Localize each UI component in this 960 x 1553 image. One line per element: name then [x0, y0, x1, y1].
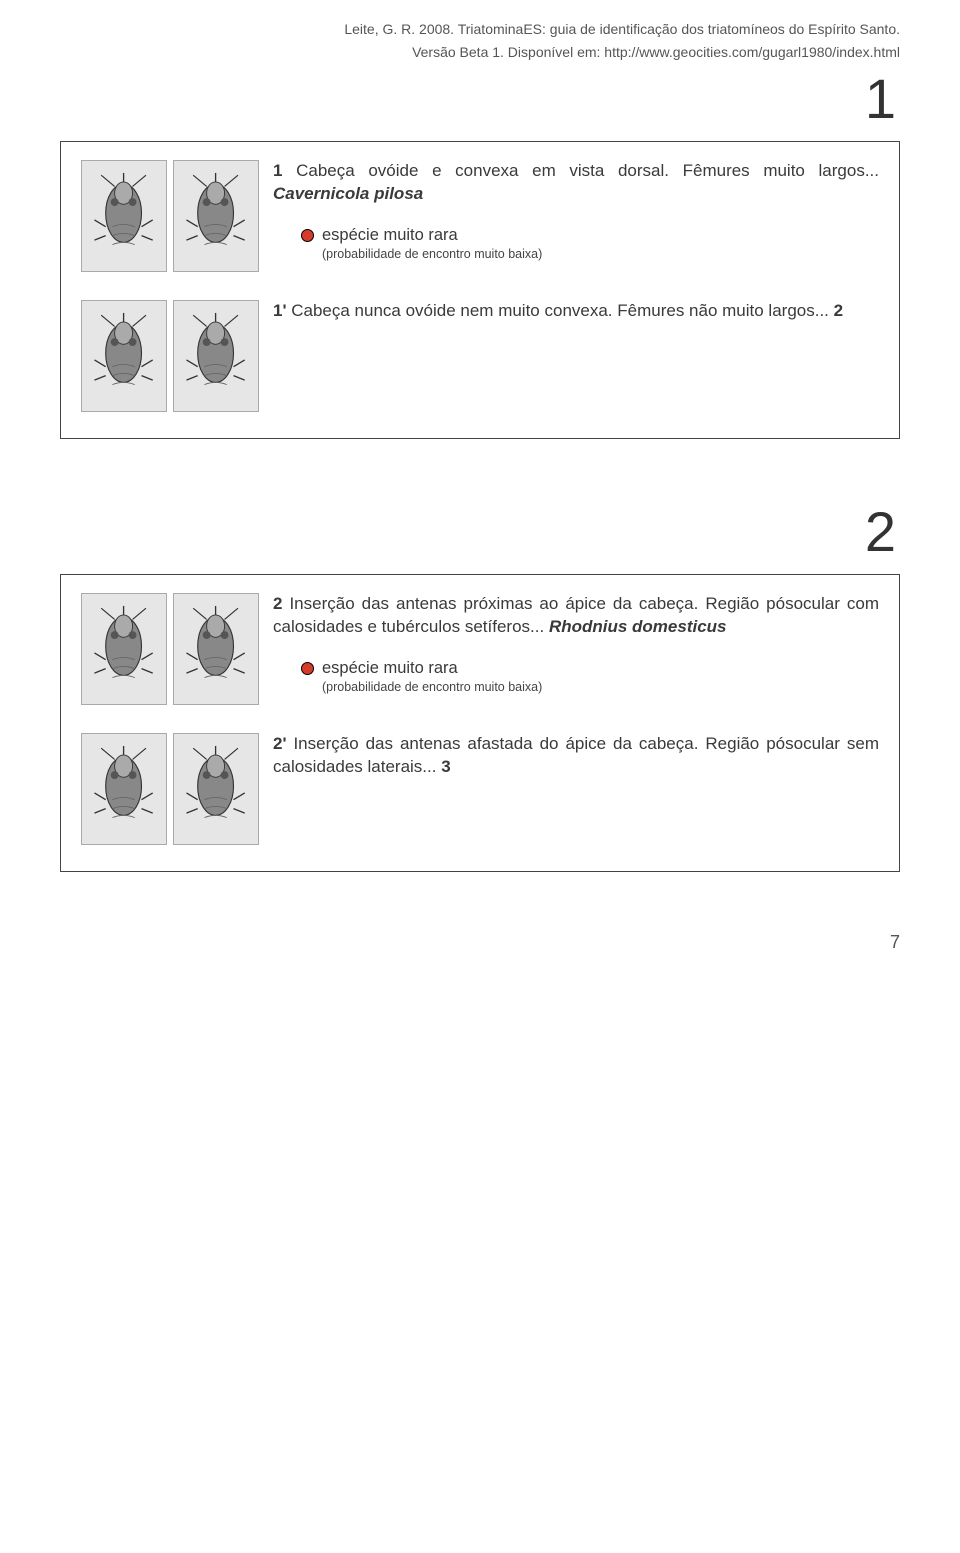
key-entry: 2 Inserção das antenas próximas ao ápice…	[81, 593, 879, 705]
entry-text: 1 Cabeça ovóide e convexa em vista dorsa…	[273, 160, 879, 263]
rarity-label: espécie muito rara	[322, 657, 458, 679]
rarity-sub: (probabilidade de encontro muito baixa)	[322, 246, 879, 263]
figure-pair	[81, 300, 259, 412]
citation-line2: Versão Beta 1. Disponível em: http://www…	[60, 43, 900, 62]
rarity-line: espécie muito rara	[301, 224, 879, 246]
key-entry: 2' Inserção das antenas afastada do ápic…	[81, 733, 879, 845]
insect-figure	[81, 733, 167, 845]
rarity-dot-icon	[301, 229, 314, 242]
entry-text: 1' Cabeça nunca ovóide nem muito convexa…	[273, 300, 879, 323]
insect-figure	[81, 300, 167, 412]
section-number: 2	[60, 499, 900, 564]
insect-figure	[173, 300, 259, 412]
key-entry: 1 Cabeça ovóide e convexa em vista dorsa…	[81, 160, 879, 272]
page-number: 7	[60, 932, 900, 953]
figure-pair	[81, 160, 259, 272]
insect-figure	[173, 160, 259, 272]
insect-figure	[173, 733, 259, 845]
insect-figure	[173, 593, 259, 705]
figure-pair	[81, 593, 259, 705]
entry-link: 2	[834, 301, 843, 320]
species-name: Rhodnius domesticus	[549, 617, 727, 636]
key-entry: 1' Cabeça nunca ovóide nem muito convexa…	[81, 300, 879, 412]
species-name: Cavernicola pilosa	[273, 184, 423, 203]
rarity-label: espécie muito rara	[322, 224, 458, 246]
entry-text: 2' Inserção das antenas afastada do ápic…	[273, 733, 879, 779]
entry-link: 3	[441, 757, 450, 776]
key-card: 2 Inserção das antenas próximas ao ápice…	[60, 574, 900, 872]
entry-text: 2 Inserção das antenas próximas ao ápice…	[273, 593, 879, 696]
entry-description: Inserção das antenas afastada do ápice d…	[273, 734, 879, 776]
entry-description: Cabeça ovóide e convexa em vista dorsal.…	[282, 161, 879, 180]
entry-lead: 2'	[273, 734, 287, 753]
rarity-dot-icon	[301, 662, 314, 675]
figure-pair	[81, 733, 259, 845]
citation-line1: Leite, G. R. 2008. TriatominaES: guia de…	[60, 20, 900, 39]
key-card: 1 Cabeça ovóide e convexa em vista dorsa…	[60, 141, 900, 439]
rarity-line: espécie muito rara	[301, 657, 879, 679]
section-number: 1	[60, 66, 900, 131]
entry-lead: 1'	[273, 301, 287, 320]
rarity-sub: (probabilidade de encontro muito baixa)	[322, 679, 879, 696]
entry-description: Cabeça nunca ovóide nem muito convexa. F…	[287, 301, 834, 320]
insect-figure	[81, 593, 167, 705]
insect-figure	[81, 160, 167, 272]
